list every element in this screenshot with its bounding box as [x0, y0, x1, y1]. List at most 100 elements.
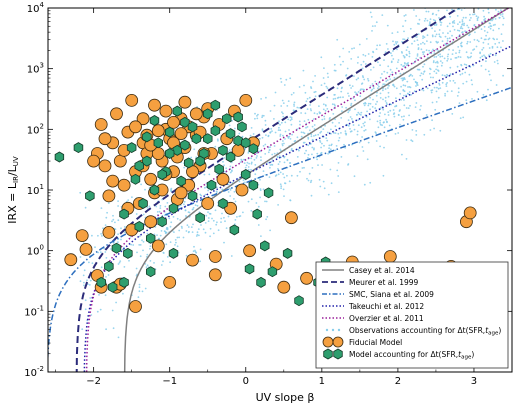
- model-point: [233, 111, 243, 123]
- observation-point: [386, 71, 389, 74]
- observation-point: [174, 244, 176, 246]
- observation-point: [470, 55, 472, 58]
- observation-point: [305, 126, 307, 129]
- observation-point: [415, 15, 418, 17]
- observation-point: [423, 70, 426, 73]
- observation-point: [433, 24, 436, 26]
- observation-point: [279, 77, 282, 80]
- observation-point: [435, 90, 438, 93]
- observation-point: [339, 96, 342, 99]
- observation-point: [397, 132, 400, 134]
- observation-point: [259, 178, 261, 181]
- fiducial-point: [75, 229, 89, 243]
- observation-point: [423, 43, 426, 45]
- observation-point: [88, 261, 90, 264]
- observation-point: [466, 42, 468, 45]
- observation-point: [484, 38, 487, 41]
- observation-point: [229, 165, 232, 168]
- observation-point: [403, 115, 405, 118]
- observation-point: [199, 248, 202, 251]
- observation-point: [433, 127, 435, 130]
- observation-point: [383, 70, 386, 73]
- fiducial-point: [216, 172, 230, 186]
- model-point: [153, 137, 164, 149]
- observation-point: [302, 69, 305, 72]
- model-point: [202, 133, 213, 145]
- legend-box: [315, 261, 509, 369]
- observation-point: [222, 160, 224, 163]
- observation-point: [401, 153, 403, 156]
- observation-point: [326, 131, 329, 134]
- observation-point: [363, 78, 366, 81]
- observation-point: [444, 43, 447, 46]
- observation-point: [457, 55, 460, 58]
- observation-point: [300, 135, 303, 138]
- observation-point: [267, 135, 270, 138]
- observation-point: [494, 43, 497, 45]
- observation-point: [314, 75, 316, 77]
- legend-label-takeuchi: Takeuchi et al. 2012: [348, 302, 424, 311]
- observation-point: [271, 153, 274, 156]
- observation-point: [466, 40, 469, 43]
- observation-point: [494, 54, 497, 57]
- observation-point: [259, 196, 261, 199]
- observation-point: [149, 260, 152, 262]
- observation-point: [264, 143, 267, 146]
- observation-point: [298, 107, 300, 109]
- observation-point: [497, 10, 500, 13]
- observation-point: [305, 100, 308, 103]
- observation-point: [402, 84, 405, 87]
- observation-point: [395, 67, 398, 70]
- observation-point: [433, 86, 436, 89]
- observation-point: [375, 132, 377, 135]
- observation-point: [422, 53, 425, 56]
- observation-point: [433, 70, 436, 73]
- observation-point: [82, 274, 85, 277]
- observation-point: [233, 190, 236, 193]
- observation-point: [273, 104, 276, 107]
- observation-point: [256, 115, 258, 117]
- observation-point: [231, 181, 234, 184]
- model-point: [164, 126, 175, 138]
- observation-point: [321, 164, 323, 166]
- observation-point: [391, 54, 393, 57]
- observation-point: [356, 130, 359, 133]
- y-tick-label: 104: [27, 1, 45, 15]
- observation-point: [111, 309, 114, 312]
- observation-point: [484, 55, 487, 58]
- observation-point: [323, 67, 325, 69]
- observation-point: [225, 167, 228, 170]
- observation-point: [393, 76, 396, 79]
- observation-point: [159, 234, 162, 237]
- observation-point: [407, 107, 410, 109]
- observation-point: [180, 225, 183, 228]
- observation-point: [435, 23, 438, 26]
- observation-point: [358, 43, 361, 46]
- observation-point: [400, 77, 403, 80]
- observation-point: [287, 135, 289, 138]
- observation-point: [476, 39, 479, 42]
- observation-point: [283, 156, 286, 159]
- observation-point: [394, 41, 397, 43]
- observation-point: [476, 19, 479, 22]
- legend-entry-model: Model accounting for Δt(SFR,tage): [323, 348, 474, 361]
- observation-point: [215, 190, 218, 193]
- model-point: [145, 266, 156, 278]
- observation-point: [395, 42, 398, 45]
- observation-point: [298, 86, 301, 88]
- observation-point: [185, 215, 187, 217]
- observation-point: [487, 11, 490, 14]
- observation-point: [317, 164, 319, 167]
- observation-point: [208, 173, 211, 176]
- observation-point: [452, 79, 455, 82]
- observation-point: [402, 25, 404, 28]
- observation-point: [228, 149, 231, 152]
- x-tick-label: 3: [471, 376, 477, 387]
- observation-point: [367, 78, 369, 80]
- observation-point: [313, 91, 316, 94]
- observation-point: [306, 97, 309, 100]
- relation-line: [123, 8, 510, 372]
- observation-point: [345, 74, 347, 77]
- observation-point: [348, 125, 350, 127]
- observation-point: [483, 15, 485, 18]
